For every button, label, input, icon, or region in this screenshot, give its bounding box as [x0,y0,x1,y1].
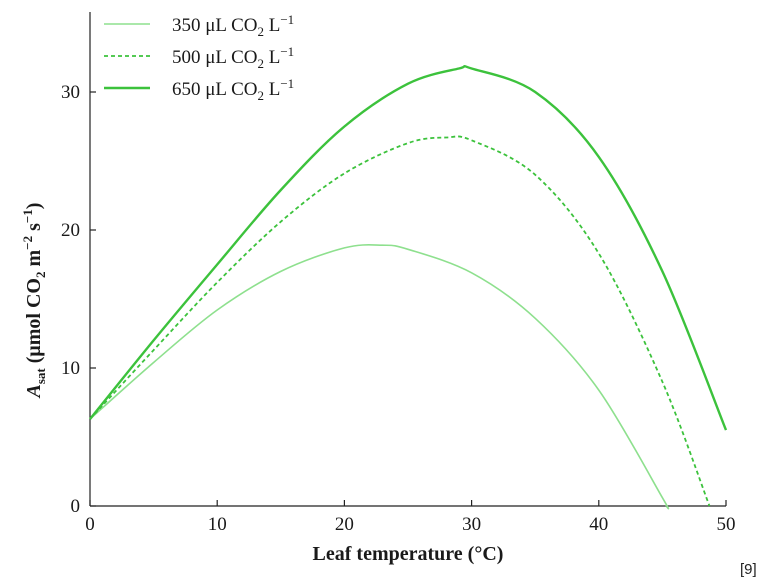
axis-ticks: 0 10 20 30 40 50 0 10 20 30 [61,82,736,535]
x-tick-label-0: 0 [85,514,95,535]
y-axis-title-part1: (μmol CO [23,278,45,368]
x-tick-label-10: 10 [208,514,227,535]
y-tick-label-0: 0 [71,496,81,517]
y-tick-label-20: 20 [61,220,80,241]
legend-label-2: 500 μL CO2 L−1 [172,44,294,71]
x-tick-label-20: 20 [335,514,354,535]
y-tick-label-10: 10 [61,358,80,379]
axes [89,12,726,507]
reference-label: [9] [740,561,757,578]
series-line-3 [89,64,728,431]
y-axis-title-part3: s [23,223,45,236]
x-tick-label-40: 40 [589,514,608,535]
y-axis-title-sup1: −2 [20,236,35,250]
legend-label-3: 650 μL CO2 L−1 [172,76,294,103]
series-lines [89,64,728,510]
x-tick-label-30: 30 [462,514,481,535]
x-axis-title: Leaf temperature (°C) [313,543,504,565]
y-tick-label-30: 30 [61,82,80,103]
y-axis-title-sub2: 2 [33,272,48,279]
y-axis-title: Asat (μmol CO2 m−2 s−1) [20,203,48,400]
y-axis-title-sub: sat [33,368,48,385]
y-axis-title-part2: m [23,250,45,272]
series-line-2 [89,135,711,507]
y-axis-title-part4: ) [23,203,45,210]
x-tick-label-50: 50 [717,514,736,535]
legend-label-1: 350 μL CO2 L−1 [172,12,294,39]
y-axis-title-sup2: −1 [20,209,35,223]
y-axis-title-symbol: A [23,384,45,399]
legend: 350 μL CO2 L−1 500 μL CO2 L−1 650 μL CO2 L… [104,12,294,103]
series-line-1 [89,244,670,510]
